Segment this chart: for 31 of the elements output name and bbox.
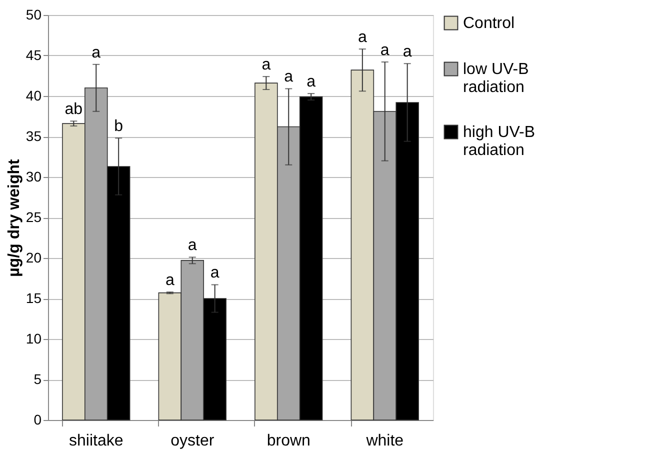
x-tick-label: shiitake [69, 432, 124, 450]
legend-label: low UV-B radiation [463, 61, 529, 96]
annotation: a [165, 272, 174, 290]
annotation: a [262, 56, 271, 74]
y-tick-label: 0 [34, 412, 42, 428]
annotation: b [114, 118, 124, 136]
y-tick-label: 50 [26, 6, 42, 22]
legend-label: high UV-B radiation [463, 124, 536, 159]
annotation: ab [64, 101, 83, 118]
y-tick-label: 15 [26, 290, 42, 306]
y-tick-label: 25 [26, 209, 42, 225]
annotation: a [358, 29, 367, 46]
annotation: a [92, 44, 101, 62]
annotation: a [284, 68, 294, 86]
annotation: a [210, 264, 220, 282]
annotation: a [306, 74, 316, 91]
annotation: a [188, 237, 197, 254]
legend-label: Control [463, 15, 515, 32]
y-tick-label: 20 [26, 250, 42, 266]
annotation: a [402, 44, 412, 61]
y-tick-label: 35 [26, 128, 42, 144]
y-tick-label: 10 [26, 330, 42, 346]
y-tick-label: 5 [34, 371, 42, 387]
annotation: a [380, 42, 390, 59]
y-tick-label: 40 [26, 88, 42, 104]
y-tick-label: 30 [26, 168, 42, 184]
x-tick-label: oyster [170, 432, 215, 450]
y-axis-title: µg/g dry weight [6, 158, 23, 277]
x-tick-label: white [365, 432, 404, 450]
y-tick-label: 45 [26, 47, 42, 63]
x-tick-label: brown [266, 432, 310, 450]
